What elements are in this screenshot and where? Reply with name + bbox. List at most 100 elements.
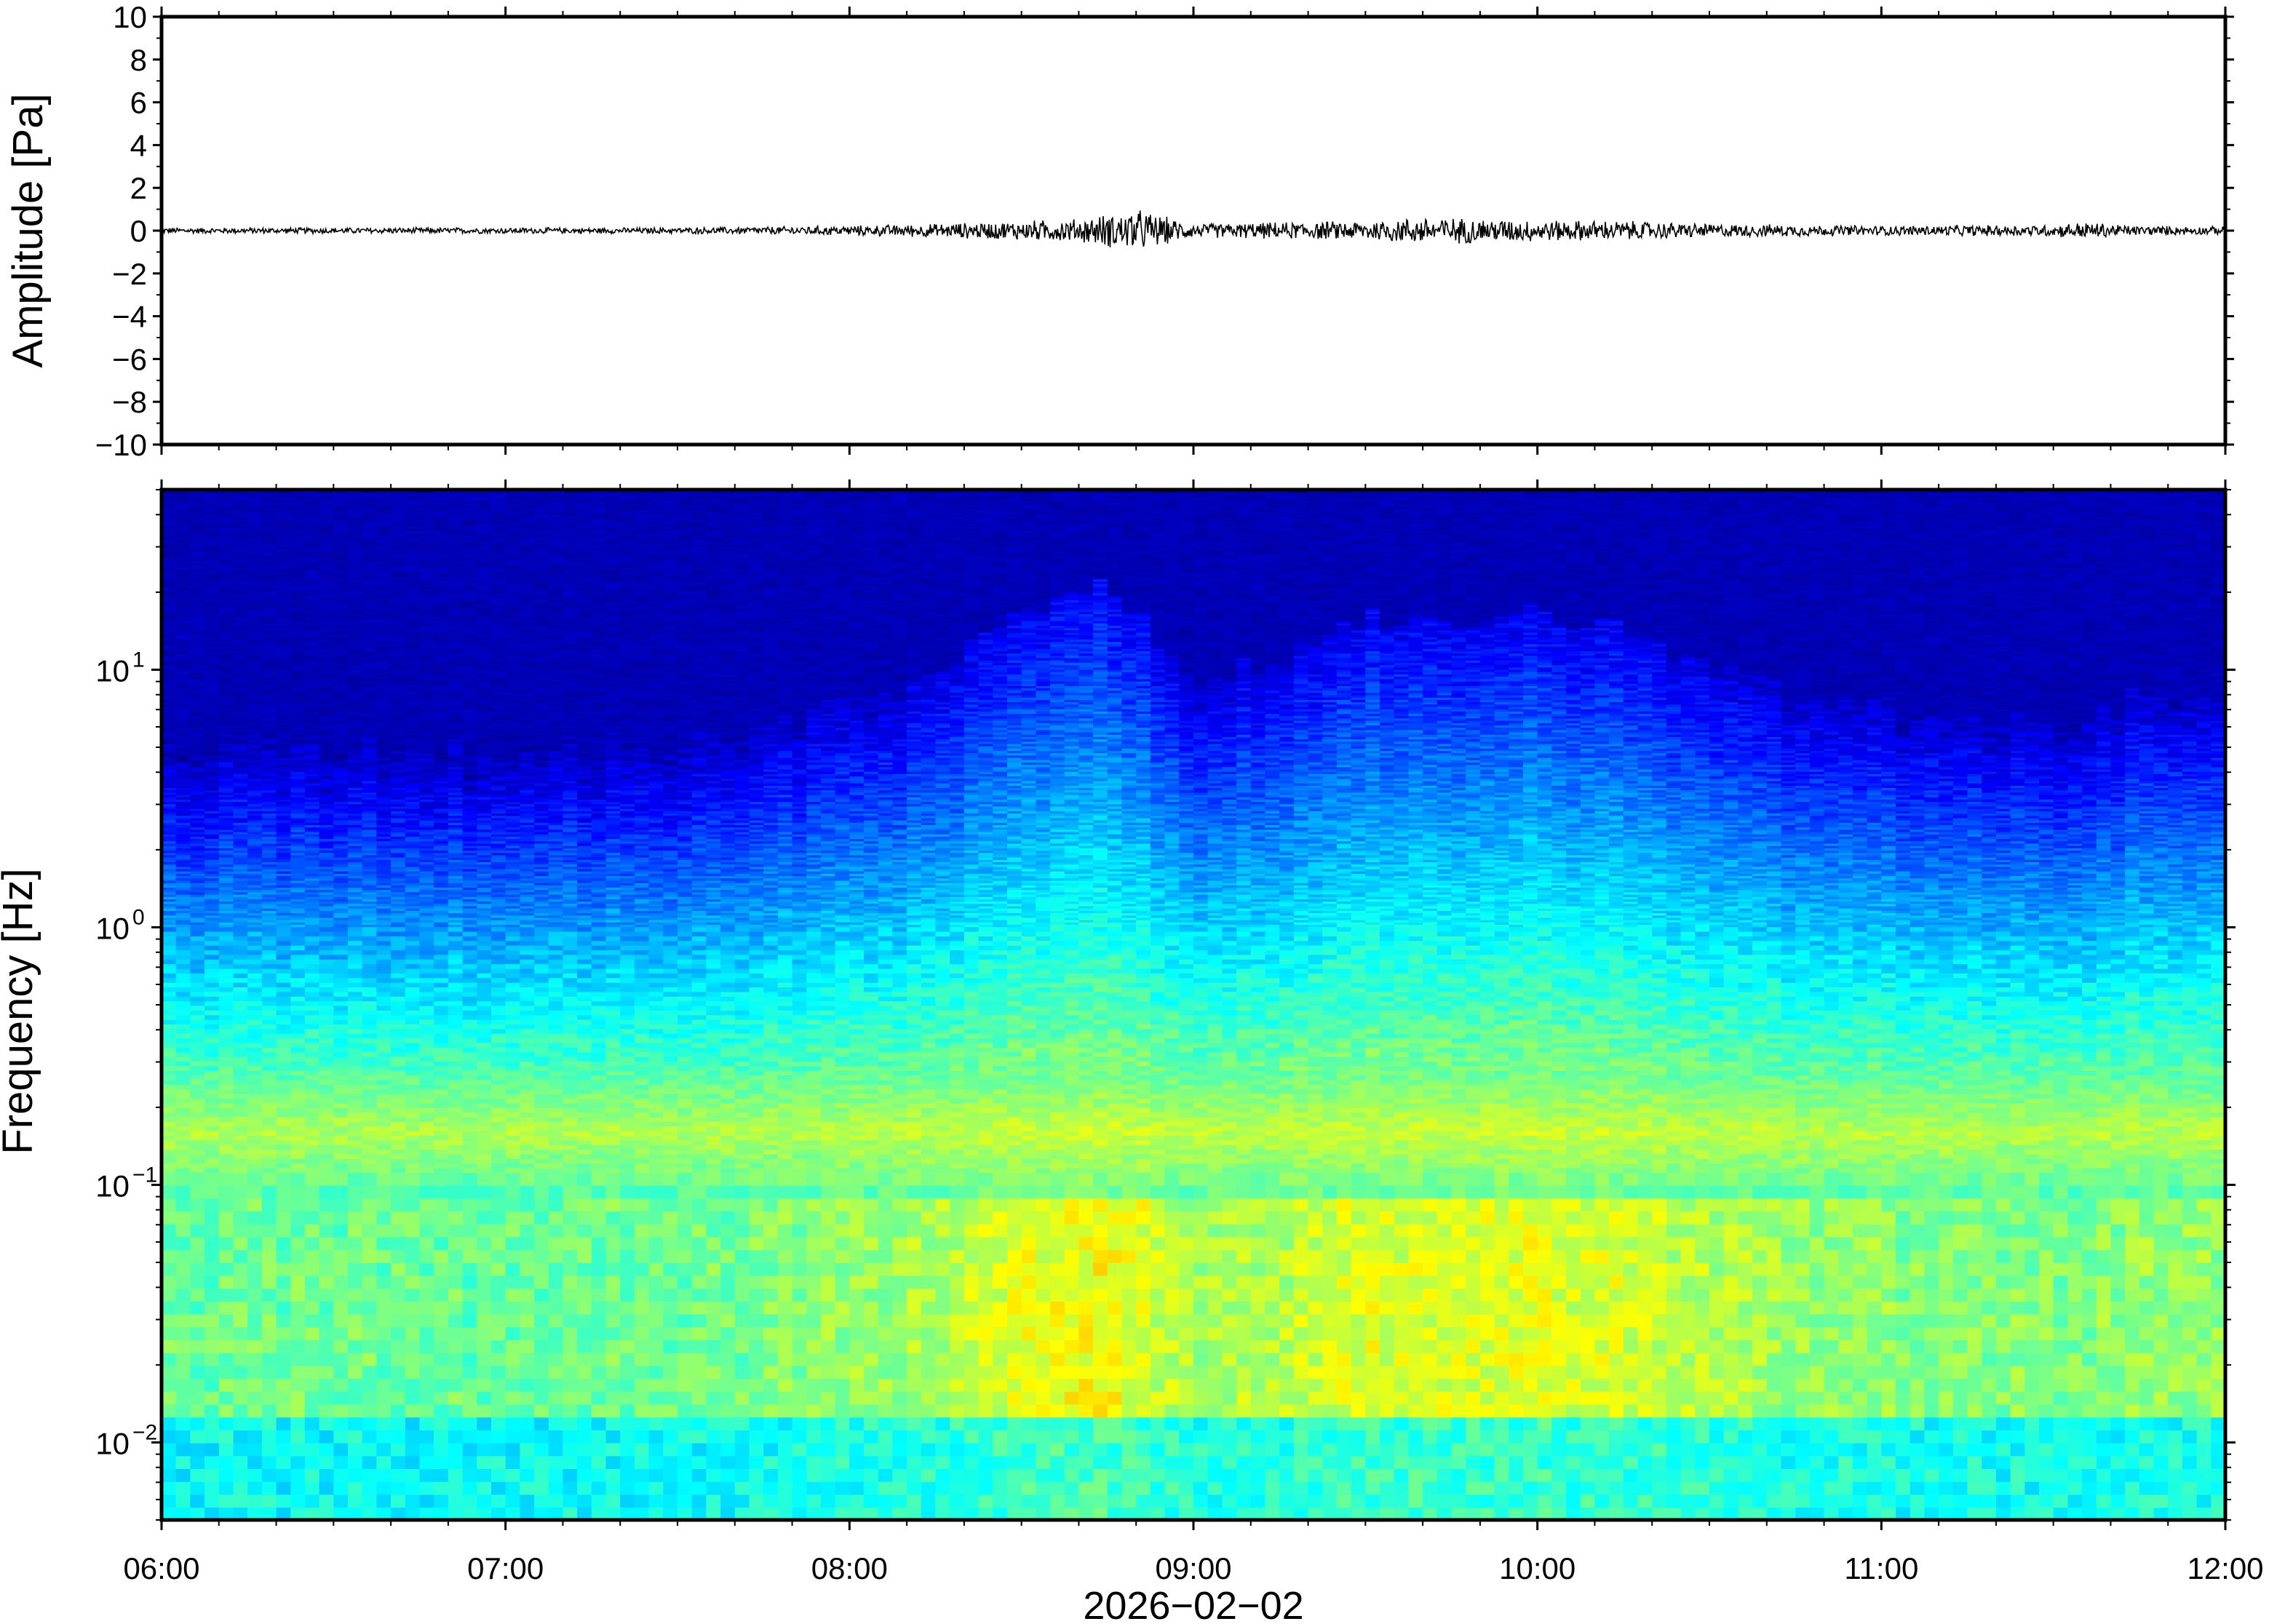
spectrogram-cell (162, 1249, 177, 1263)
spectrogram-cell (290, 1168, 306, 1173)
spectrogram-cell (305, 931, 320, 936)
spectrogram-cell (290, 1481, 306, 1494)
spectrogram-cell (219, 1131, 234, 1136)
spectrogram-cell (219, 1168, 234, 1173)
spectrogram-cell (262, 1378, 277, 1392)
spectrogram-cell (247, 1366, 263, 1380)
spectrogram-cell (277, 1163, 292, 1168)
spectrogram-cell (176, 1168, 191, 1173)
spectrogram-cell (190, 1163, 205, 1168)
spectrogram-cell (190, 963, 205, 968)
spectrogram-cell (247, 1378, 263, 1392)
spectrogram-cell (247, 945, 263, 950)
spectrogram-cell (262, 968, 277, 974)
spectrogram-cell (162, 1145, 177, 1150)
spectrogram-cell (305, 1075, 320, 1080)
spectrogram-cell (204, 1135, 220, 1140)
spectrogram-cell (219, 1378, 234, 1392)
spectrogram-cell (176, 1038, 191, 1043)
spectrogram-cell (262, 1066, 277, 1071)
spectrogram-cell (234, 1033, 249, 1038)
spectrogram-cell (234, 1366, 249, 1380)
spectrogram-cell (219, 963, 234, 968)
spectrogram-cell (176, 1121, 191, 1126)
spectrogram-cell (162, 1015, 177, 1020)
spectrogram-cell (176, 1185, 191, 1199)
spectrogram-cell (290, 1098, 306, 1103)
spectrogram-cell (219, 1430, 234, 1444)
spectrogram-cell (277, 959, 292, 964)
spectrogram-cell (162, 955, 177, 960)
spectrogram-cell (305, 1481, 320, 1494)
spectrogram-cell (277, 1211, 292, 1225)
spectrogram-cell (234, 1131, 249, 1136)
spectrogram-cell (262, 1185, 277, 1199)
spectrogram-cell (204, 1275, 220, 1289)
spectrogram-cell (305, 1024, 320, 1029)
spectrogram-cell (219, 1172, 234, 1186)
spectrogram-cell (247, 1098, 263, 1103)
spectrogram-cell (219, 1000, 234, 1006)
spectrogram-cell (190, 1275, 205, 1289)
spectrogram-cell (247, 1494, 263, 1508)
spectrogram-cell (219, 1154, 234, 1159)
spectrogram-cell (204, 1481, 220, 1494)
spectrogram-cell (162, 992, 177, 997)
spectrogram-cell (204, 1056, 220, 1062)
spectrogram-cell (176, 1327, 191, 1341)
spectrogram-cell (162, 1366, 177, 1380)
spectrogram-cell (247, 1107, 263, 1112)
spectrogram-cell (204, 1353, 220, 1366)
spectrogram-cell (247, 1163, 263, 1168)
spectrogram-cell (219, 1033, 234, 1038)
spectrogram-cell (176, 1391, 191, 1405)
spectrogram-cell (234, 1103, 249, 1108)
spectrogram-cell (277, 1456, 292, 1470)
spectrogram-cell (204, 1224, 220, 1238)
spectrogram-cell (305, 1301, 320, 1315)
spectrogram-cell (290, 936, 306, 941)
spectrogram-cell (277, 1107, 292, 1112)
spectrogram-cell (190, 968, 205, 974)
spectrogram-cell (277, 1000, 292, 1006)
spectrogram-cell (277, 1327, 292, 1341)
spectrogram-cell (162, 1117, 177, 1122)
spectrogram-cell (176, 968, 191, 974)
spectrogram-cell (162, 1006, 177, 1011)
spectrogram-cell (219, 959, 234, 964)
spectrogram-cell (262, 1404, 277, 1418)
spectrogram-cell (234, 1314, 249, 1328)
spectrogram-cell (204, 1131, 220, 1136)
spectrogram-cell (204, 1061, 220, 1066)
spectrogram-cell (305, 941, 320, 946)
spectrogram-cell (162, 1047, 177, 1052)
spectrogram-cell (290, 1327, 306, 1341)
spectrogram-cell (190, 1314, 205, 1328)
spectrogram-cell (234, 1112, 249, 1117)
spectrogram-cell (277, 1033, 292, 1038)
spectrogram-cell (190, 1103, 205, 1108)
spectrogram-cell (234, 1353, 249, 1366)
spectrogram-cell (277, 1468, 292, 1482)
waveform-ytick-label: −10 (95, 428, 147, 462)
spectrogram-cell (277, 1112, 292, 1117)
spectrogram-cell (162, 945, 177, 950)
spectrogram-cell (234, 1015, 249, 1020)
spectrogram-cell (176, 1033, 191, 1038)
spectrogram-cell (162, 1084, 177, 1089)
spectrogram-cell (234, 959, 249, 964)
spectrogram-cell (190, 1249, 205, 1263)
spectrogram-cell (176, 1010, 191, 1015)
spectrogram-cell (247, 1149, 263, 1154)
spectrogram-cell (290, 1163, 306, 1168)
spectrogram-cell (219, 968, 234, 974)
spectrogram-cell (204, 1456, 220, 1470)
spectrogram-cell (204, 926, 220, 931)
spectrogram-cell (176, 926, 191, 931)
spectrogram-cell (176, 1066, 191, 1071)
spectrogram-cell (290, 1158, 306, 1163)
spectrogram-cell (219, 1075, 234, 1080)
spectrogram-cell (162, 1029, 177, 1034)
spectrogram-cell (290, 1131, 306, 1136)
spectrogram-cell (176, 1224, 191, 1238)
